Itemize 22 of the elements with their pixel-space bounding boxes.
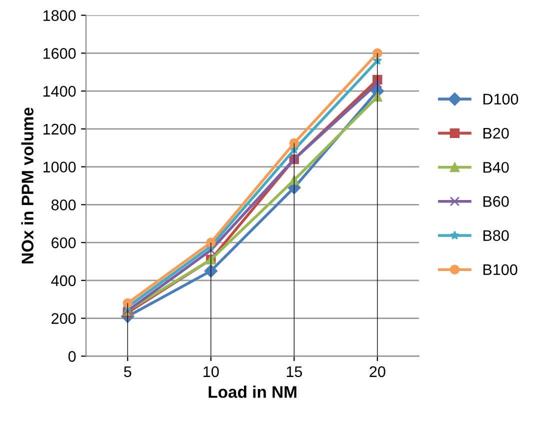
x-tick-label: 15 [286, 366, 302, 378]
y-axis-title: NOx in PPM volume [21, 108, 34, 264]
legend-label: B80 [483, 230, 509, 241]
y-tick-label: 1800 [43, 10, 76, 21]
legend-label: B20 [483, 128, 509, 139]
y-tick-label: 600 [52, 237, 76, 248]
x-tick-label: 20 [370, 366, 386, 378]
y-tick-label: 400 [51, 275, 76, 286]
x-tick-label: 10 [204, 366, 219, 378]
legend-label: B60 [483, 196, 509, 207]
y-tick-label: 1000 [43, 162, 76, 172]
y-tick-label: 1200 [43, 124, 76, 135]
y-tick-label: 800 [51, 200, 76, 210]
x-tick-label: 5 [124, 366, 132, 378]
y-tick-label: 0 [68, 351, 76, 362]
y-tick-label: 1600 [43, 48, 76, 59]
y-tick-label: 200 [52, 313, 76, 324]
legend-label: D100 [483, 94, 518, 105]
y-tick-label: 1400 [43, 86, 76, 97]
legend-label: B100 [483, 264, 518, 276]
x-axis-title: Load in NM [208, 386, 296, 398]
legend-label: B40 [483, 162, 509, 173]
